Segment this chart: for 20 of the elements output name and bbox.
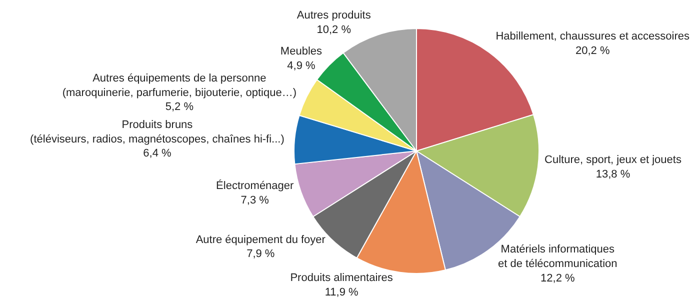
data-label: 20,2 %	[575, 44, 610, 57]
slice-label: Habillement, chaussures et accessoires	[496, 30, 690, 43]
data-label: 11,9 %	[324, 286, 359, 298]
slice-label: Produits alimentaires	[290, 272, 394, 284]
slice-label: Autres produits	[296, 10, 372, 22]
data-label: 7,9 %	[246, 248, 275, 260]
data-label: 13,8 %	[596, 168, 630, 180]
slice-label: Électroménager	[216, 179, 294, 192]
data-label: 12,2 %	[540, 272, 575, 284]
slice-label: Autre équipement du foyer	[196, 234, 326, 246]
slice-label: Meubles	[280, 46, 322, 58]
data-label: 4,9 %	[287, 60, 316, 72]
slice-label: Culture, sport, jeux et jouets	[544, 154, 682, 166]
slice-label: Produits bruns (téléviseurs, radios, magnétoscopes, chaînes hi-fi...)	[30, 118, 284, 146]
slice-label: Autres équipements de la personne (maroquinerie, parfumerie, bijouterie, optique…)	[62, 72, 297, 99]
data-label: 6,4 %	[143, 148, 172, 160]
slice-label: Matériels informatiques et de télécommunication	[498, 244, 618, 270]
data-label: 7,3 %	[240, 194, 270, 207]
data-label: 10,2 %	[316, 24, 352, 36]
data-label: 5,2 %	[165, 101, 194, 114]
